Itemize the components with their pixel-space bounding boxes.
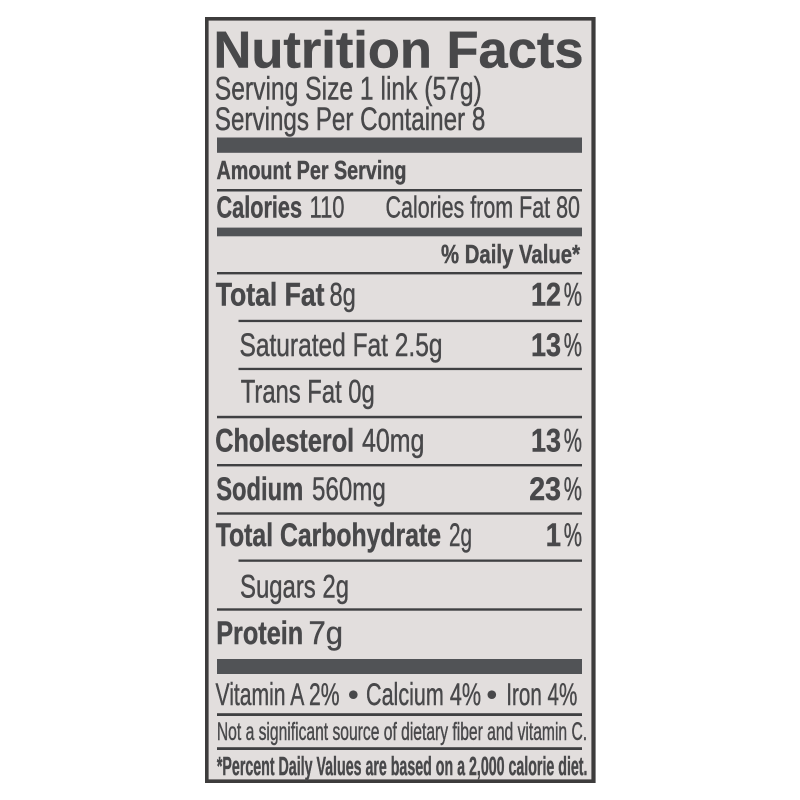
svg-text:110: 110 bbox=[310, 190, 345, 225]
svg-text:560mg: 560mg bbox=[312, 471, 386, 507]
svg-text:7g: 7g bbox=[309, 615, 344, 651]
svg-text:2g: 2g bbox=[449, 517, 472, 553]
svg-text:8g: 8g bbox=[330, 277, 356, 313]
svg-text:Serving Size 1 link (57g): Serving Size 1 link (57g) bbox=[215, 71, 482, 107]
svg-text:Saturated Fat 2.5g: Saturated Fat 2.5g bbox=[240, 327, 443, 363]
svg-text:Amount Per Serving: Amount Per Serving bbox=[217, 155, 407, 185]
svg-text:Calcium 4%: Calcium 4% bbox=[366, 676, 481, 712]
svg-text:Trans Fat 0g: Trans Fat 0g bbox=[241, 374, 375, 410]
svg-text:Not a significant source of di: Not a significant source of dietary fibe… bbox=[217, 718, 587, 746]
svg-text:13: 13 bbox=[531, 327, 561, 363]
svg-text:1: 1 bbox=[546, 517, 561, 553]
svg-text:Servings Per Container 8: Servings Per Container 8 bbox=[215, 101, 486, 137]
svg-text:Cholesterol: Cholesterol bbox=[215, 422, 354, 458]
svg-text:Calories from Fat 80: Calories from Fat 80 bbox=[386, 190, 581, 225]
svg-text:Nutrition Facts: Nutrition Facts bbox=[214, 22, 584, 80]
svg-text:%: % bbox=[564, 327, 582, 363]
svg-text:23: 23 bbox=[529, 471, 561, 507]
svg-text:Protein: Protein bbox=[216, 615, 303, 651]
svg-text:Total Carbohydrate: Total Carbohydrate bbox=[216, 517, 441, 553]
svg-text:*Percent Daily Values are base: *Percent Daily Values are based on a 2,0… bbox=[217, 753, 588, 781]
svg-text:Sodium: Sodium bbox=[216, 471, 303, 507]
svg-text:Iron 4%: Iron 4% bbox=[506, 676, 577, 712]
svg-text:%: % bbox=[564, 277, 582, 313]
svg-text:% Daily Value*: % Daily Value* bbox=[441, 239, 581, 269]
svg-text:40mg: 40mg bbox=[362, 422, 424, 458]
svg-text:Calories: Calories bbox=[217, 190, 303, 225]
svg-text:Total Fat: Total Fat bbox=[216, 277, 325, 313]
svg-text:Vitamin A 2%: Vitamin A 2% bbox=[216, 676, 340, 712]
svg-text:%: % bbox=[564, 422, 582, 458]
svg-text:12: 12 bbox=[531, 277, 561, 313]
svg-text:Sugars 2g: Sugars 2g bbox=[240, 569, 349, 605]
svg-text:%: % bbox=[564, 471, 582, 507]
svg-text:13: 13 bbox=[531, 422, 561, 458]
svg-text:%: % bbox=[564, 517, 582, 553]
